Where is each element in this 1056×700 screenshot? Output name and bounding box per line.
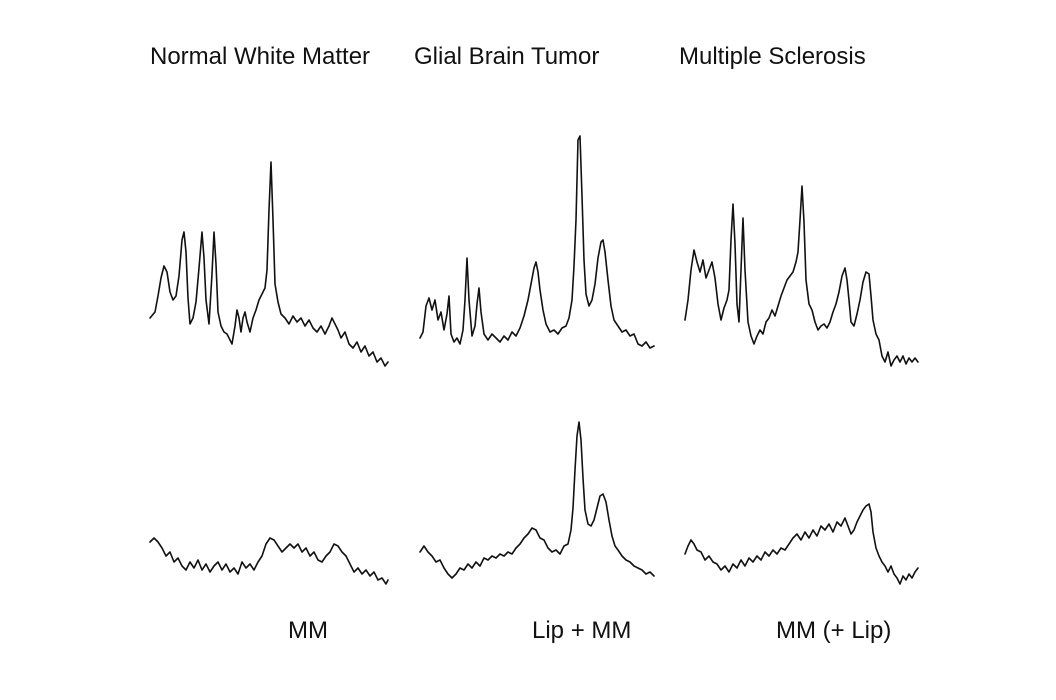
- bottom-label-mm-lip: MM (+ Lip): [776, 617, 892, 644]
- spectrum-normal-white-matter-mm: [149, 537, 389, 585]
- spectrum-multiple-sclerosis-mm-lip: [684, 503, 919, 585]
- lower-spectra-row: [149, 421, 919, 585]
- bottom-label-lip-mm: Lip + MM: [532, 617, 632, 644]
- column-title-glial-brain-tumor: Glial Brain Tumor: [414, 43, 600, 70]
- column-title-multiple-sclerosis: Multiple Sclerosis: [679, 43, 866, 70]
- spectrum-normal-white-matter-full: [149, 161, 389, 367]
- upper-spectra-row: [149, 135, 919, 367]
- spectrum-glial-brain-tumor-full: [419, 135, 655, 349]
- column-title-normal-white-matter: Normal White Matter: [150, 43, 371, 70]
- bottom-label-mm: MM: [288, 617, 328, 644]
- spectrum-glial-brain-tumor-lip-mm: [419, 421, 655, 579]
- spectrum-multiple-sclerosis-full: [684, 185, 919, 367]
